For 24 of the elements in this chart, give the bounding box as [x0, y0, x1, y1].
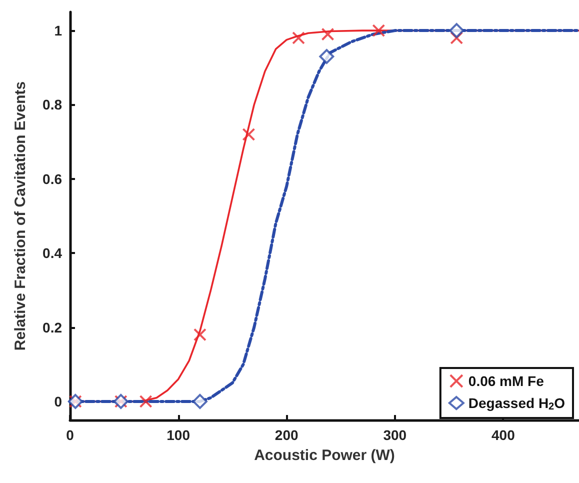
- point: [292, 31, 306, 44]
- point: [449, 23, 464, 38]
- y-tick-label: 0.4: [42, 245, 62, 262]
- x-axis-title: Acoustic Power (W): [254, 447, 395, 464]
- y-tick-label: 0.2: [42, 319, 62, 336]
- point: [192, 394, 208, 409]
- point: [139, 394, 152, 408]
- y-tick-label: 0: [54, 393, 62, 410]
- x-tick-label: 300: [383, 427, 407, 443]
- y-tick-label: 0.6: [42, 170, 62, 187]
- x-tick-label: 400: [492, 427, 516, 443]
- point: [242, 128, 256, 141]
- point: [193, 328, 206, 342]
- y-tick-label: 1: [54, 22, 62, 39]
- x-tick-label: 200: [274, 427, 298, 443]
- y-axis-title: Relative Fraction of Cavitation Events: [12, 81, 29, 351]
- x-tick-label: 100: [166, 427, 190, 443]
- y-tick-label: 0.8: [42, 96, 62, 113]
- point: [319, 49, 334, 64]
- x-tick-label: 0: [66, 427, 74, 443]
- point: [450, 31, 464, 44]
- point: [321, 28, 334, 41]
- legend-label: 0.06 mM Fe: [468, 373, 544, 389]
- point: [372, 24, 386, 38]
